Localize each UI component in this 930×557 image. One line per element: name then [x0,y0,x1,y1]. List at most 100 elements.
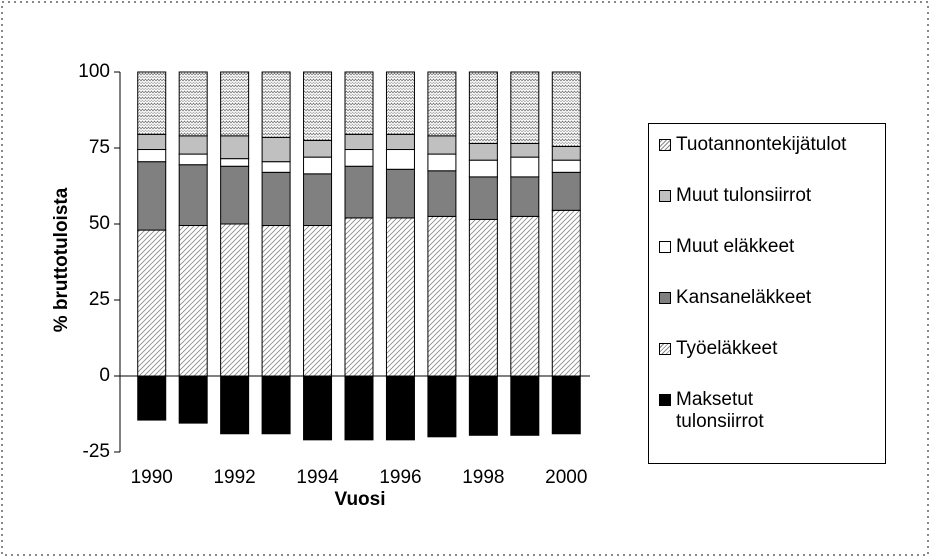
y-tick-label: 0 [99,365,110,386]
bar-segment [510,375,540,436]
bar-segment [137,133,167,151]
bar-segment [261,161,291,173]
x-tick-label: 1998 [462,467,504,488]
legend-item: Muut tulonsiirrot [659,185,881,236]
legend-label: Maksetut tulonsiirrot [676,389,764,432]
bar-segment [220,375,250,435]
bar-segment [385,149,415,170]
bar-segment [510,215,540,377]
bar-segment [137,149,167,163]
bar-segment [344,149,374,167]
bar-segment [385,133,415,151]
bar-segment [427,375,457,438]
bar-segment [220,223,250,377]
bar-segment [344,375,374,441]
legend-item: Kansaneläkkeet [659,287,881,338]
legend-label: Muut eläkkeet [676,236,795,257]
legend-item: Maksetut tulonsiirrot [659,389,881,440]
x-axis-title: Vuosi [334,489,385,510]
bar-segment [385,375,415,441]
bar-segment [303,225,333,377]
y-tick-label: 50 [89,213,110,234]
bar-segment [427,170,457,217]
bar-segment [427,153,457,172]
bar-segment [468,375,498,436]
bar-segment [220,71,250,137]
legend-label: Työeläkkeet [676,338,778,359]
bar-segment [427,135,457,155]
bar-segment [427,215,457,377]
bar-segment [261,225,291,377]
bar-segment [551,159,581,173]
legend-item: Työeläkkeet [659,338,881,389]
bar-segment [468,218,498,377]
y-tick-label: 100 [78,61,110,82]
bar-segment [220,158,250,167]
y-tick-label: 75 [89,137,110,158]
legend-swatch [659,292,671,304]
x-tick-label: 1994 [296,467,339,488]
legend: Tuotannontekijätulot Muut tulonsiirrot Muu… [648,123,886,464]
bar-segment [261,136,291,163]
bar-segment [220,135,250,160]
legend-label: Tuotannontekijätulot [676,134,847,155]
bar-segment [137,375,167,421]
legend-swatch [659,343,671,355]
legend-swatch [659,241,671,253]
x-tick-label: 2000 [545,467,587,488]
bar-segment [137,229,167,377]
bar-segment [178,375,208,424]
bar-segment [344,71,374,135]
y-axis-title: % bruttotuloista [51,187,72,332]
bar-segment [137,161,167,231]
legend-label: Kansaneläkkeet [676,287,812,308]
bar-segment [427,71,457,137]
bar-segment [385,217,415,377]
bar-segment [551,71,581,147]
legend-swatch [659,139,671,151]
bar-segment [303,375,333,441]
bar-segment [303,156,333,175]
bar-segment [551,145,581,161]
bar-segment [510,71,540,144]
bar-segment [551,209,581,377]
bar-segment [551,171,581,211]
bar-segment [385,71,415,135]
bar-segment [510,142,540,158]
bar-segment [303,71,333,141]
x-tick-label: 1996 [379,467,421,488]
bar-segment [261,375,291,435]
bar-segment [261,171,291,227]
bar-segment [178,153,208,166]
bar-segment [510,176,540,217]
bar-segment [385,168,415,219]
y-tick-label: 25 [89,289,110,310]
bar-segment [344,133,374,151]
bar-segment [344,165,374,219]
bar-segment [344,217,374,377]
bar-segment [220,165,250,225]
legend-swatch [659,394,671,406]
bar-segment [468,142,498,161]
bar-segment [178,135,208,155]
bar-segment [261,71,291,138]
bar-segment [551,375,581,435]
bar-segment [178,71,208,137]
legend-item: Tuotannontekijätulot [659,134,881,185]
bar-segment [468,71,498,144]
legend-label: Muut tulonsiirrot [676,185,812,206]
legend-swatch [659,190,671,202]
bar-segment [510,156,540,178]
x-tick-label: 1990 [131,467,173,488]
bar-segment [178,164,208,227]
bar-segment [468,159,498,178]
bar-segment [178,225,208,377]
legend-item: Muut eläkkeet [659,236,881,287]
bar-segment [303,139,333,158]
x-tick-label: 1992 [213,467,255,488]
bar-segment [303,173,333,227]
bar-segment [468,176,498,220]
